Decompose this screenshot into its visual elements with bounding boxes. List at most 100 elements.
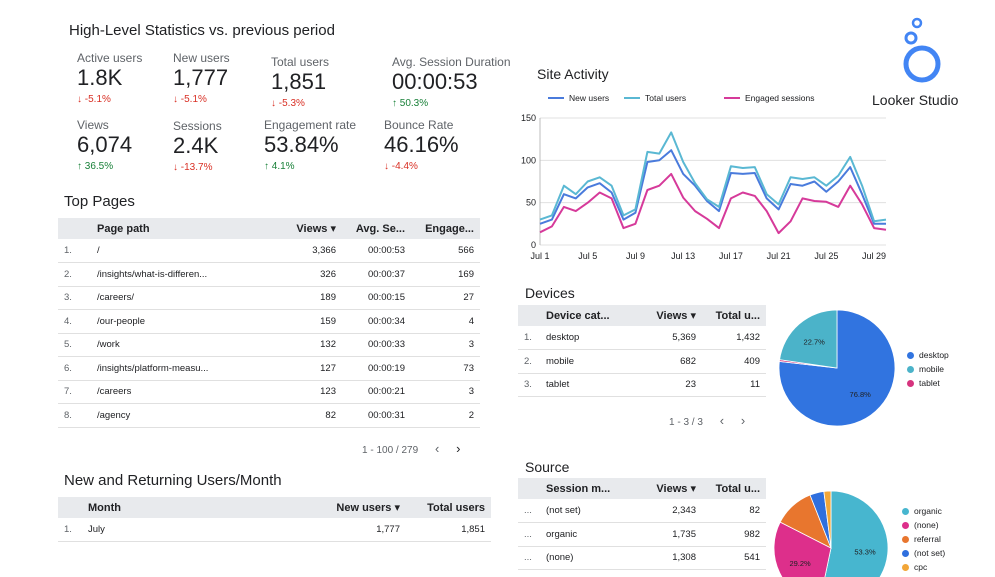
cell-views: 132 [276, 333, 342, 357]
column-header-views[interactable]: Views ▾ [276, 218, 342, 239]
column-header-page-path[interactable]: Page path [91, 218, 276, 239]
table-row[interactable]: 7./careers 123 00:00:21 3 [58, 380, 480, 404]
cell-avg-session: 00:00:33 [342, 333, 411, 357]
table-row[interactable]: 5./work 132 00:00:33 3 [58, 333, 480, 357]
cell-views: 5,369 [636, 326, 702, 350]
legend-item[interactable]: mobile [907, 364, 949, 374]
column-header-total-users[interactable]: Total u... [702, 478, 766, 499]
table-row[interactable]: 2./insights/what-is-differen... 326 00:00:… [58, 262, 480, 287]
legend-item[interactable]: referral [902, 534, 945, 544]
legend-item[interactable]: tablet [907, 378, 949, 388]
row-index: 2. [58, 262, 91, 287]
table-row[interactable]: 4./our-people 159 00:00:34 4 [58, 309, 480, 334]
cell-page-path: / [91, 239, 276, 263]
pie-slice-cpc[interactable] [823, 490, 832, 549]
table-row[interactable]: ... organic 1,735 982 [518, 522, 766, 547]
legend-label: tablet [919, 378, 940, 388]
series-line-total-users[interactable] [539, 131, 887, 223]
cell-engaged: 2 [411, 403, 480, 428]
cell-avg-session: 00:00:31 [342, 403, 411, 428]
cell-page-path: /careers [91, 380, 276, 404]
cell-avg-session: 00:00:19 [342, 356, 411, 381]
cell-device: mobile [540, 349, 636, 374]
cell-views: 82 [276, 403, 342, 428]
cell-total-users: 541 [702, 546, 766, 570]
table-row[interactable]: 8./agency 82 00:00:31 2 [58, 403, 480, 428]
legend-item[interactable]: (not set) [902, 548, 945, 558]
table-row[interactable]: 1./3,366 00:00:53 566 [58, 239, 480, 263]
devices-table: Device cat... Views ▾ Total u... 1. deskt… [518, 305, 766, 397]
table-row[interactable]: ... (not set) 2,343 82 [518, 499, 766, 523]
kpi-total-users[interactable]: Total users 1,851 ↓ -5.3% [271, 55, 329, 109]
kpi-delta: ↑ 4.1% [264, 161, 295, 172]
table-row[interactable]: ... (none) 1,308 541 [518, 546, 766, 570]
site-activity-line-chart[interactable]: 0 50 100 150 Jul 1 Jul 5 Jul 9 Jul 13 Jul 17 Jul … [508, 88, 892, 266]
pie-slice-mobile[interactable] [779, 309, 838, 369]
kpi-avg-session-duration[interactable]: Avg. Session Duration 00:00:53 ↑ 50.3% [392, 55, 511, 109]
nr-users-table-wrap[interactable]: Month New users ▾ Total users 1. July 1,… [58, 497, 491, 542]
kpi-value: 53.84% [264, 132, 339, 157]
pagination-label: 1 - 100 / 279 [362, 445, 419, 456]
cell-page-path: /our-people [91, 309, 276, 334]
column-header-new-users[interactable]: New users ▾ [311, 497, 406, 518]
pie-slice-organic[interactable] [819, 490, 889, 577]
chevron-right-icon[interactable]: › [456, 441, 461, 456]
table-row[interactable]: 2. mobile 682 409 [518, 349, 766, 374]
legend-item[interactable]: cpc [902, 562, 945, 572]
pie-slice-none[interactable] [773, 521, 832, 577]
series-line-new-users[interactable] [539, 149, 886, 225]
cell-total-users: 409 [702, 349, 766, 374]
series-line-engaged-sessions[interactable] [539, 172, 887, 235]
kpi-active-users[interactable]: Active users 1.8K ↓ -5.1% [77, 51, 142, 105]
table-row[interactable]: 3. tablet 23 11 [518, 373, 766, 397]
devices-pie-chart[interactable]: 76.8% 22.7% [776, 309, 898, 429]
table-row[interactable]: 1. July 1,777 1,851 [58, 518, 491, 542]
legend-item[interactable]: (none) [902, 520, 945, 530]
column-header-month[interactable]: Month [82, 497, 311, 518]
devices-table-wrap[interactable]: Device cat... Views ▾ Total u... 1. deskt… [518, 305, 766, 397]
legend-label: (none) [914, 520, 939, 530]
kpi-value: 1,777 [173, 65, 229, 90]
kpi-label: Total users [271, 55, 330, 69]
source-table-wrap[interactable]: Session m... Views ▾ Total u... ... (not … [518, 478, 766, 570]
column-header-session-medium[interactable]: Session m... [540, 478, 636, 499]
cell-session-medium: organic [540, 522, 636, 547]
pie-slice-desktop[interactable] [778, 309, 896, 427]
x-tick-label: Jul 13 [671, 251, 695, 261]
legend-item[interactable]: desktop [907, 350, 949, 360]
chevron-right-icon[interactable]: › [740, 413, 746, 428]
column-header-views[interactable]: Views ▾ [636, 305, 702, 326]
column-header-device-category[interactable]: Device cat... [540, 305, 636, 326]
legend-swatch [907, 351, 914, 359]
column-header-total-users[interactable]: Total u... [702, 305, 766, 326]
kpi-label: Avg. Session Duration [392, 55, 511, 69]
column-header-index [518, 478, 540, 499]
table-row[interactable]: 1. desktop 5,369 1,432 [518, 326, 766, 350]
top-pages-table-wrap[interactable]: Page path Views ▾ Avg. Se... Engage... 1… [58, 218, 480, 438]
source-pie-chart[interactable]: 53.3% 29.2% [773, 486, 893, 577]
row-index: 6. [58, 356, 91, 381]
kpi-new-users[interactable]: New users 1,777 ↓ -5.1% [173, 51, 230, 105]
kpi-bounce-rate[interactable]: Bounce Rate 46.16% ↓ -4.4% [384, 118, 459, 172]
column-header-index [518, 305, 540, 326]
row-index: 8. [58, 403, 91, 428]
cell-views: 1,735 [636, 522, 702, 547]
table-row[interactable]: 3./careers/189 00:00:15 27 [58, 286, 480, 310]
cell-total-users: 11 [702, 373, 766, 397]
column-header-total-users[interactable]: Total users [406, 497, 491, 518]
top-pages-title: Top Pages [64, 193, 135, 210]
legend-swatch [907, 365, 914, 373]
cell-engaged: 3 [411, 333, 480, 357]
source-legend: organic (none) referral (not set) cpc [902, 506, 945, 576]
kpi-engagement-rate[interactable]: Engagement rate 53.84% ↑ 4.1% [264, 118, 356, 172]
chevron-left-icon[interactable]: ‹ [719, 413, 725, 428]
kpi-sessions[interactable]: Sessions 2.4K ↓ -13.7% [173, 119, 222, 173]
column-header-avg-session[interactable]: Avg. Se... [342, 218, 411, 239]
column-header-engaged[interactable]: Engage... [411, 218, 480, 239]
table-row[interactable]: 6./insights/platform-measu... 127 00:00:19… [58, 356, 480, 381]
column-header-views[interactable]: Views ▾ [636, 478, 702, 499]
kpi-label: New users [173, 51, 230, 65]
chevron-left-icon[interactable]: ‹ [434, 441, 440, 456]
kpi-views[interactable]: Views 6,074 ↑ 36.5% [77, 118, 132, 172]
legend-item[interactable]: organic [902, 506, 945, 516]
